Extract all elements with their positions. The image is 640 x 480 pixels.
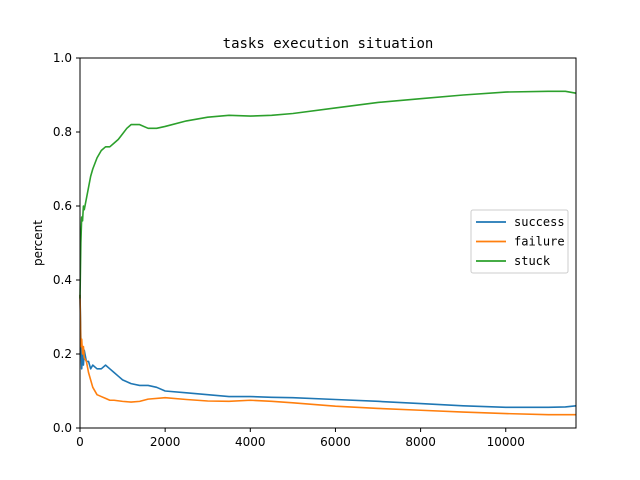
y-tick-label: 0.8: [53, 125, 72, 139]
plot-frame: [79, 57, 577, 429]
legend-label-success: success: [514, 215, 565, 229]
x-tick-label: 4000: [235, 435, 266, 449]
y-tick-label: 0.6: [53, 199, 72, 213]
y-tick-label: 1.0: [53, 51, 72, 65]
x-tick-label: 2000: [150, 435, 181, 449]
ticks-layer: 0 2000 4000 6000 8000 10000 0.0 0.2 0.4 0.6 0.8 1.0: [53, 51, 525, 449]
legend-label-stuck: stuck: [514, 254, 551, 268]
legend: success failure stuck: [470, 209, 569, 274]
y-axis-label: percent: [31, 220, 45, 266]
x-tick-label: 6000: [320, 435, 351, 449]
y-tick-label: 0.4: [53, 273, 72, 287]
y-tick-label: 0.0: [53, 421, 72, 435]
series-layer: [79, 90, 577, 416]
x-tick-label: 8000: [405, 435, 436, 449]
chart-title: tasks execution situation: [223, 36, 434, 52]
series-line-stuck: [79, 90, 577, 299]
legend-label-failure: failure: [514, 235, 565, 249]
y-tick-label: 0.2: [53, 347, 72, 361]
x-tick-label: 10000: [487, 435, 525, 449]
series-line-success: [79, 294, 577, 409]
legend-box: [470, 209, 569, 274]
x-tick-label: 0: [76, 435, 84, 449]
series-line-failure: [79, 294, 576, 416]
